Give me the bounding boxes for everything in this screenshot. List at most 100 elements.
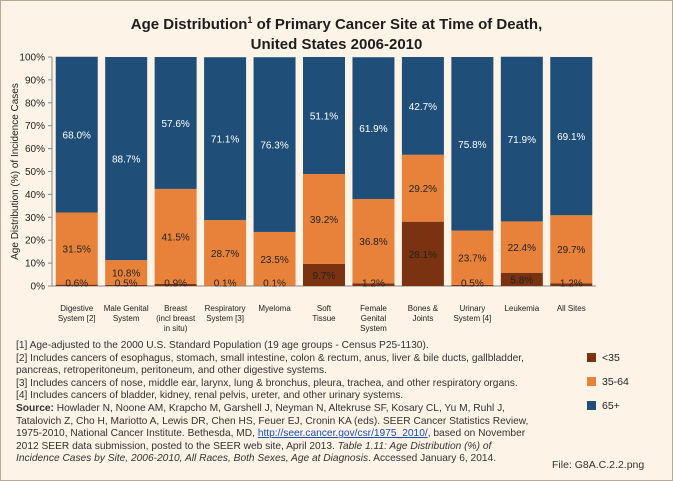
bar-segment-3564: [154, 188, 197, 284]
data-label-under35: 0.5%: [461, 279, 484, 290]
stacked-bar-chart: 0% 10% 20% 30% 40% 50% 60% 70% 80% 90% 100% Age Dis…: [10, 53, 596, 333]
data-label-under35: 5.8%: [510, 275, 533, 286]
x-category-label: Soft: [317, 304, 332, 313]
data-label-under35: 0.5%: [115, 279, 138, 290]
bar-segment-35: [154, 283, 197, 286]
x-category-label: Genital: [361, 314, 387, 323]
data-label-under35: 1.2%: [362, 279, 385, 290]
bar-segment-3564: [500, 221, 543, 273]
bar-segment-65: [105, 57, 148, 261]
data-label-35-64: 36.8%: [359, 237, 387, 248]
data-label-65plus: 69.1%: [557, 132, 585, 143]
y-tick-label: 80%: [25, 98, 45, 109]
title-footnote-marker: 1: [247, 15, 253, 25]
bar-segment-3564: [352, 198, 395, 284]
x-category-label: System [2]: [58, 314, 96, 323]
x-category-label: System [4]: [453, 314, 491, 323]
bar-segment-65: [253, 57, 296, 232]
x-category-label: Tissue: [312, 314, 336, 323]
data-label-35-64: 29.2%: [409, 184, 437, 195]
legend-item: 65+: [587, 400, 620, 412]
title-line-2: United States 2006-2010: [250, 36, 423, 53]
data-label-65plus: 75.8%: [458, 140, 486, 151]
source-end: . Accessed January 6, 2014.: [368, 453, 497, 465]
x-category-label: Bones &: [408, 304, 439, 313]
chart-title: Age Distribution1 of Primary Cancer Site…: [0, 10, 673, 55]
footnote-4: [4] Includes cancers of bladder, kidney,…: [16, 390, 404, 402]
y-tick-label: 0%: [31, 282, 46, 293]
legend-item: 35-64: [587, 376, 629, 388]
bar-segment-35: [105, 284, 148, 286]
bar-segment-35: [500, 272, 543, 286]
x-category-label: in situ): [164, 324, 188, 333]
x-category-label: Digestive: [60, 304, 93, 313]
x-category-label: Myeloma: [258, 304, 291, 313]
data-label-under35: 28.1%: [409, 250, 437, 261]
data-label-35-64: 28.7%: [211, 249, 239, 260]
legend-swatch: [587, 377, 596, 386]
x-category-label: Joints: [412, 314, 433, 323]
source-link[interactable]: http://seer.cancer.gov/csr/1975_2010/: [257, 428, 428, 440]
data-label-35-64: 23.7%: [458, 254, 486, 265]
legend-label: 65+: [602, 400, 620, 412]
bar-segment-65: [352, 57, 395, 199]
y-tick-label: 60%: [25, 144, 45, 155]
data-label-under35: 9.7%: [313, 271, 336, 282]
data-label-65plus: 42.7%: [409, 102, 437, 113]
title-rest: of Primary Cancer Site at Time of Death,: [252, 16, 543, 33]
data-label-65plus: 71.1%: [211, 135, 239, 146]
data-label-35-64: 41.5%: [161, 232, 189, 243]
legend-label: 35-64: [602, 376, 629, 388]
source-label: Source:: [16, 402, 54, 414]
source-table-title: Table 1.11: Age Distribution (%) of Inci…: [16, 440, 492, 465]
bar-segment-3564: [550, 215, 593, 284]
data-label-under35: 0.9%: [164, 279, 187, 290]
bar-segment-35: [451, 284, 494, 286]
y-tick-label: 70%: [25, 121, 45, 132]
footnotes: [1] Age-adjusted to the 2000 U.S. Standa…: [16, 340, 536, 466]
bar-segment-35: [550, 283, 593, 286]
x-category-label: Leukemia: [504, 304, 539, 313]
bar-segment-35: [401, 221, 444, 286]
x-category-label: Female: [360, 304, 387, 313]
y-tick-label: 20%: [25, 236, 45, 247]
data-label-35-64: 31.5%: [63, 245, 91, 256]
x-category-label: System: [360, 324, 387, 333]
bar-segment-65: [550, 57, 593, 216]
y-tick-label: 100%: [19, 53, 45, 64]
data-label-65plus: 57.6%: [161, 119, 189, 130]
bar-segment-3564: [253, 231, 296, 286]
data-label-35-64: 29.7%: [557, 245, 585, 256]
source-citation: Source: Howlader N, Noone AM, Krapcho M,…: [16, 403, 536, 466]
x-category-label: System: [113, 314, 140, 323]
bar-segment-65: [500, 56, 543, 222]
bar-segment-3564: [55, 212, 98, 285]
data-label-65plus: 71.9%: [508, 135, 536, 146]
y-tick-label: 90%: [25, 75, 45, 86]
bar-segment-65: [55, 56, 98, 213]
x-category-label: Urinary: [459, 304, 485, 313]
bar-segment-65: [204, 57, 247, 221]
y-tick-label: 40%: [25, 190, 45, 201]
x-category-label: (incl breast: [156, 314, 196, 323]
bar-segment-65: [401, 57, 444, 155]
data-label-under35: 1.2%: [560, 279, 583, 290]
x-category-label: Male Genital: [104, 304, 149, 313]
bar-segment-65: [303, 57, 345, 175]
data-label-65plus: 51.1%: [310, 112, 338, 123]
data-label-under35: 0.1%: [214, 279, 237, 290]
data-label-under35: 0.6%: [65, 279, 88, 290]
data-label-35-64: 39.2%: [310, 215, 338, 226]
y-tick-label: 30%: [25, 213, 45, 224]
bar-segment-3564: [451, 230, 494, 285]
bar-segment-35: [303, 263, 345, 286]
bar-segment-35: [55, 284, 98, 286]
y-tick-label: 50%: [25, 167, 45, 178]
x-category-label: All Sites: [557, 304, 586, 313]
x-category-label: System [3]: [206, 314, 244, 323]
data-label-65plus: 61.9%: [359, 124, 387, 135]
bar-segment-3564: [303, 174, 345, 264]
footnote-3: [3] Includes cancers of nose, middle ear…: [16, 377, 518, 389]
x-category-label: Respiratory: [205, 304, 246, 313]
file-label: File: G8A.C.2.2.png: [552, 459, 645, 471]
